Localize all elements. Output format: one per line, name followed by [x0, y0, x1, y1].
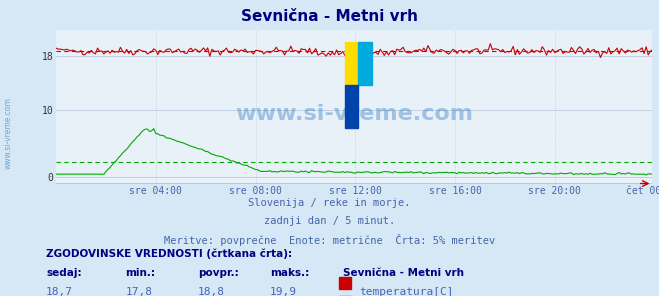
Text: min.:: min.:: [125, 268, 156, 278]
Text: maks.:: maks.:: [270, 268, 310, 278]
Bar: [345, 42, 358, 85]
Text: Meritve: povprečne  Enote: metrične  Črta: 5% meritev: Meritve: povprečne Enote: metrične Črta:…: [164, 234, 495, 246]
Text: www.si-vreme.com: www.si-vreme.com: [235, 104, 473, 124]
Bar: [358, 42, 372, 85]
Text: 17,8: 17,8: [125, 287, 152, 296]
Bar: [345, 85, 358, 128]
Text: Sevnična - Metni vrh: Sevnična - Metni vrh: [241, 9, 418, 24]
Text: 18,8: 18,8: [198, 287, 225, 296]
Text: 19,9: 19,9: [270, 287, 297, 296]
Text: www.si-vreme.com: www.si-vreme.com: [3, 97, 13, 169]
Text: temperatura[C]: temperatura[C]: [359, 287, 453, 296]
Text: Sevnična - Metni vrh: Sevnična - Metni vrh: [343, 268, 464, 278]
Text: 18,7: 18,7: [46, 287, 73, 296]
Text: sedaj:: sedaj:: [46, 268, 82, 278]
Text: zadnji dan / 5 minut.: zadnji dan / 5 minut.: [264, 216, 395, 226]
Text: Slovenija / reke in morje.: Slovenija / reke in morje.: [248, 198, 411, 208]
Text: povpr.:: povpr.:: [198, 268, 239, 278]
Text: ZGODOVINSKE VREDNOSTI (črtkana črta):: ZGODOVINSKE VREDNOSTI (črtkana črta):: [46, 249, 292, 259]
